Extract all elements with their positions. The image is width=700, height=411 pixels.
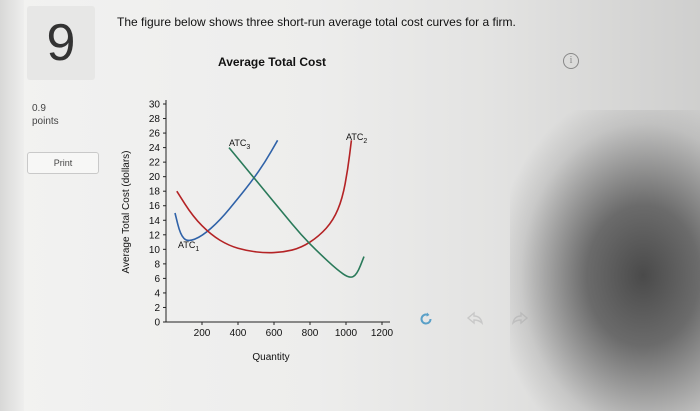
x-tick-label: 1000: [335, 328, 358, 339]
page-edge: [0, 0, 24, 411]
curve-label-atc1: ATC1: [178, 240, 199, 253]
y-tick-label: 2: [154, 303, 160, 314]
x-tick-label: 200: [194, 328, 211, 339]
curve-atc1: [174, 139, 279, 242]
y-tick-label: 20: [149, 172, 161, 183]
y-tick-label: 16: [149, 201, 161, 212]
points-value: 0.9: [32, 103, 46, 114]
y-axis-label: Average Total Cost (dollars): [121, 150, 132, 273]
y-tick-label: 30: [149, 100, 161, 111]
forward-arrow-icon[interactable]: [511, 311, 529, 330]
x-tick-label: 1200: [371, 328, 394, 339]
info-icon[interactable]: i: [563, 53, 579, 69]
question-text: The figure below shows three short-run a…: [117, 15, 516, 29]
x-axis-label: Quantity: [252, 352, 289, 363]
back-arrow-icon[interactable]: [466, 311, 484, 330]
y-tick-label: 8: [154, 259, 160, 270]
y-tick-label: 22: [149, 158, 161, 169]
chart-title: Average Total Cost: [218, 55, 326, 69]
y-tick-label: 0: [154, 318, 160, 329]
curve-labels: ATC1 ATC2 ATC3: [178, 132, 367, 253]
y-tick-label: 10: [149, 245, 161, 256]
y-tick-label: 26: [149, 129, 161, 140]
y-tick-label: 14: [149, 216, 161, 227]
curve-label-atc2: ATC2: [346, 132, 367, 145]
curves: [174, 139, 365, 278]
curve-atc3: [228, 147, 365, 278]
x-tick-label: 600: [266, 328, 283, 339]
print-button[interactable]: Print: [27, 152, 99, 174]
axes: [165, 100, 390, 323]
y-tick-label: 4: [154, 288, 160, 299]
y-tick-label: 18: [149, 187, 161, 198]
points-label: points: [32, 116, 59, 127]
question-number-box: 9: [27, 6, 95, 80]
refresh-icon[interactable]: [418, 311, 434, 332]
points-info: 0.9 points: [32, 102, 59, 128]
y-tick-label: 24: [149, 143, 161, 154]
x-tick-label: 800: [302, 328, 319, 339]
curve-label-atc3: ATC3: [229, 138, 250, 151]
y-tick-label: 28: [149, 114, 161, 125]
y-tick-label: 6: [154, 274, 160, 285]
curve-atc2: [176, 140, 353, 254]
question-number: 9: [46, 14, 76, 72]
x-tick-label: 400: [230, 328, 247, 339]
y-tick-label: 12: [149, 230, 161, 241]
